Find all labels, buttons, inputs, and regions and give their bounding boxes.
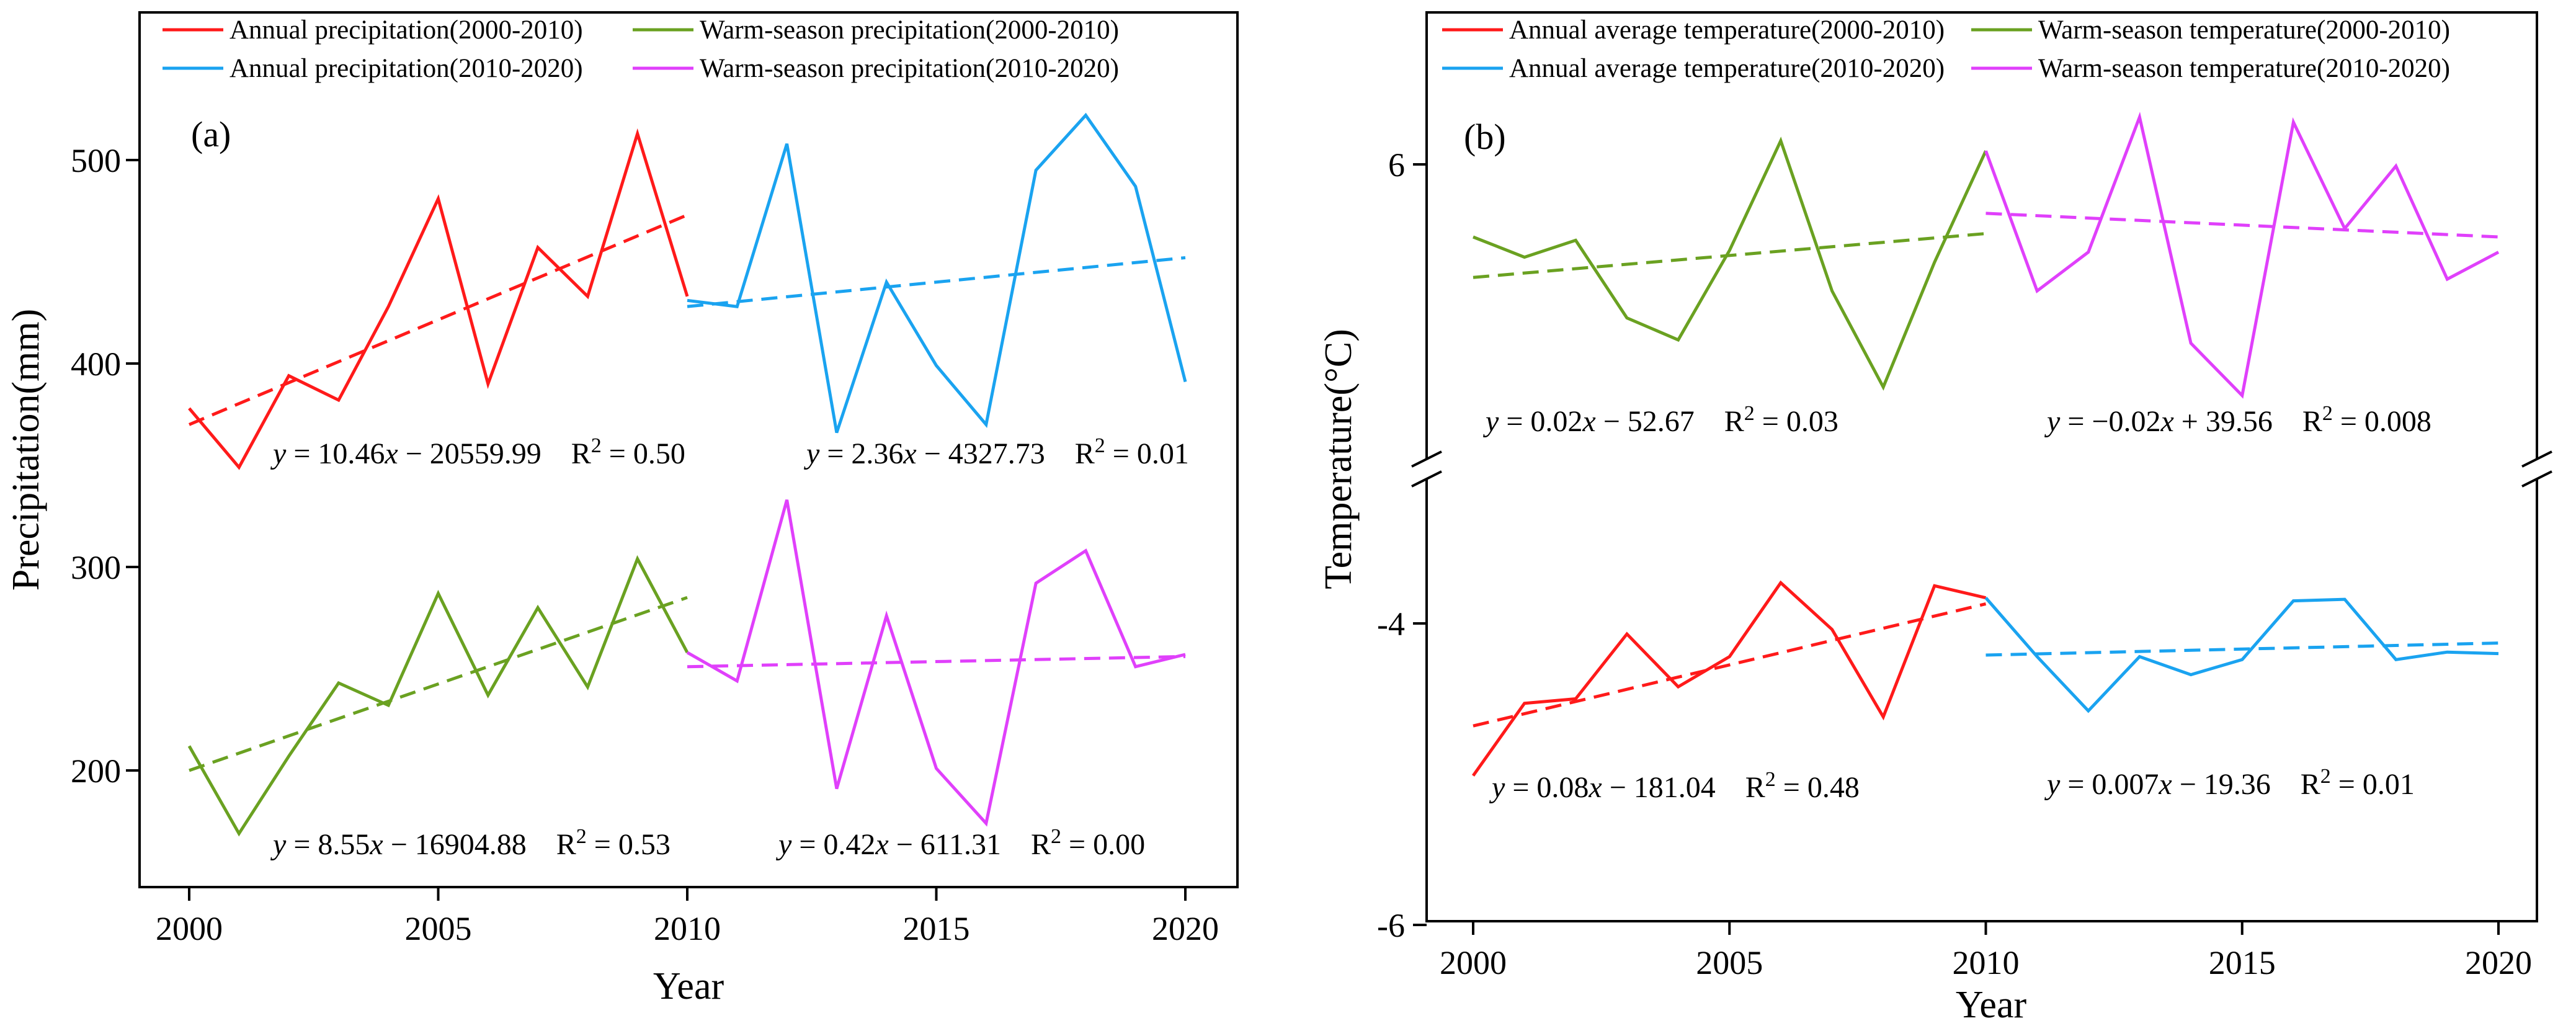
- panel-a-x-tick-label: 2020: [1152, 910, 1219, 947]
- panel-b-x-tick-label: 2005: [1696, 944, 1763, 981]
- series-line-annual-average-temperature-2010-2020: [1984, 597, 2499, 713]
- panel-b-y-tick-label: -4: [1377, 605, 1405, 643]
- series-line-annual-precipitation-2010-2020: [687, 112, 1187, 434]
- series-line-annual-precipitation-2000-2010: [188, 128, 689, 470]
- panel-b-x-tick-label: 2020: [2465, 944, 2532, 981]
- series-line-warm-season-precipitation-2000-2010: [187, 555, 689, 837]
- series-line-warm-season-temperature-2010-2020: [1984, 112, 2500, 399]
- panel-a-x-tick-label: 2015: [903, 910, 970, 947]
- series-line-warm-season-precipitation-2010-2020: [686, 499, 1186, 827]
- panel-b-label: (b): [1464, 117, 1506, 157]
- panel-a-label: (a): [191, 114, 231, 154]
- regression-equation: y = 0.02x − 52.67 R2 = 0.03: [1482, 402, 1838, 438]
- regression-equation: y = 0.08x − 181.04 R2 = 0.48: [1489, 768, 1860, 804]
- trend-line-annual-average-temperature-2000-2010: [1473, 602, 1987, 728]
- panel-a-x-tick-label: 2000: [156, 910, 223, 947]
- axis-break-mark: [2521, 450, 2552, 468]
- regression-equation: y = 2.36x − 4327.73 R2 = 0.01: [803, 434, 1189, 470]
- panel-a: (a) Year Precipitation(mm) 2000 2005 2010 2…: [5, 11, 1239, 1007]
- trend-line-annual-precipitation-2010-2020: [687, 256, 1186, 308]
- regression-equation: y = −0.02x + 39.56 R2 = 0.008: [2044, 402, 2431, 438]
- regression-equation: y = 0.007x − 19.36 R2 = 0.01: [2044, 765, 2415, 801]
- panel-b-x-tick-label: 2000: [1440, 944, 1507, 981]
- panel-a-x-tick-label: 2010: [654, 910, 721, 947]
- panel-b-y-tick-label: -6: [1377, 907, 1405, 944]
- panel-b-y-tick-label: 6: [1388, 146, 1405, 184]
- trend-line-annual-precipitation-2000-2010: [189, 213, 688, 426]
- legend-warm-season-precipitation-2010-2020: Warm-season precipitation(2010-2020): [700, 54, 1119, 83]
- legend-warm-season-precipitation-2000-2010: Warm-season precipitation(2000-2010): [700, 16, 1119, 45]
- panel-b-x-axis-label: Year: [1956, 984, 2027, 1026]
- panel-a-x-axis-label: Year: [653, 965, 724, 1007]
- legend-warm-season-temperature-2010-2020: Warm-season temperature(2010-2020): [2038, 54, 2450, 83]
- legend-annual-precipitation-2000-2010: Annual precipitation(2000-2010): [230, 16, 583, 45]
- panel-a-y-axis-label: Precipitation(mm): [5, 309, 47, 591]
- axis-break-mark: [1411, 450, 1442, 468]
- panel-a-y-tick-label: 300: [71, 549, 121, 586]
- legend-annual-precipitation-2010-2020: Annual precipitation(2010-2020): [230, 54, 583, 83]
- trend-line-warm-season-precipitation-2000-2010: [189, 596, 688, 772]
- panel-b-y-axis-label: Temperature(°C): [1317, 329, 1360, 589]
- trend-line-warm-season-temperature-2000-2010: [1473, 232, 1986, 279]
- trend-line-annual-average-temperature-2010-2020: [1985, 641, 2499, 657]
- regression-equation: y = 10.46x − 20559.99 R2 = 0.50: [270, 434, 685, 470]
- regression-equation: y = 8.55x − 16904.88 R2 = 0.53: [270, 825, 671, 861]
- legend-annual-average-temperature-2010-2020: Annual average temperature(2010-2020): [1509, 54, 1945, 83]
- series-line-warm-season-temperature-2000-2010: [1473, 136, 1987, 391]
- panel-b-x-tick-label: 2010: [1953, 944, 2020, 981]
- axis-break-mark: [2521, 470, 2552, 488]
- panel-a-y-tick-label: 400: [71, 346, 121, 383]
- panel-b-x-tick-label: 2015: [2209, 944, 2276, 981]
- panel-a-x-tick-label: 2005: [405, 910, 472, 947]
- trend-line-warm-season-temperature-2010-2020: [1985, 212, 2499, 239]
- legend-annual-average-temperature-2000-2010: Annual average temperature(2000-2010): [1509, 16, 1945, 45]
- series-line-annual-average-temperature-2000-2010: [1471, 580, 1987, 777]
- legend-warm-season-temperature-2000-2010: Warm-season temperature(2000-2010): [2038, 16, 2450, 45]
- panel-b: (b) Year Temperature(°C) 2000 2005 2010 201…: [1317, 11, 2552, 1026]
- trend-line-warm-season-precipitation-2010-2020: [687, 654, 1186, 669]
- panel-a-y-tick-label: 500: [71, 142, 121, 179]
- axis-break-mark: [1411, 470, 1442, 488]
- regression-equation: y = 0.42x − 611.31 R2 = 0.00: [775, 825, 1145, 861]
- panel-a-y-tick-label: 200: [71, 752, 121, 790]
